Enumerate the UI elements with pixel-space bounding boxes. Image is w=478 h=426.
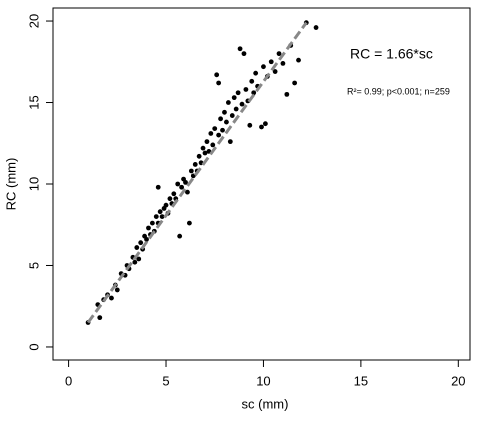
data-point	[97, 315, 103, 321]
data-point	[253, 70, 259, 76]
y-axis-title: RC (mm)	[3, 158, 18, 211]
data-point	[272, 69, 278, 74]
data-point	[218, 116, 223, 122]
data-point	[214, 72, 220, 78]
data-point	[259, 124, 264, 130]
data-point	[204, 139, 210, 145]
data-point	[153, 214, 159, 219]
data-point	[292, 80, 298, 86]
data-point	[196, 153, 202, 159]
statistics: R²= 0.99; p<0.001; n=259	[347, 86, 450, 96]
data-point	[132, 259, 138, 265]
data-point	[313, 25, 319, 30]
data-point	[155, 184, 161, 190]
data-point	[159, 214, 165, 219]
data-point	[224, 119, 229, 125]
data-point	[247, 122, 253, 128]
data-point	[167, 196, 173, 202]
data-point	[251, 90, 257, 96]
y-tick-label: 10	[26, 177, 41, 191]
data-point	[276, 51, 282, 57]
data-point	[185, 189, 190, 195]
data-point	[296, 57, 301, 63]
data-point	[187, 220, 192, 226]
trend-line	[86, 21, 308, 324]
x-axis-title: sc (mm)	[242, 396, 289, 411]
data-point	[237, 46, 243, 52]
y-tick-label: 15	[26, 95, 41, 109]
data-point	[109, 295, 114, 301]
data-point	[208, 131, 214, 136]
data-point	[188, 168, 194, 174]
data-point	[192, 162, 198, 167]
data-point	[239, 101, 245, 107]
data-point	[175, 181, 181, 187]
data-point	[249, 78, 255, 84]
data-point	[229, 113, 235, 118]
data-point	[136, 256, 142, 262]
data-point	[210, 142, 216, 148]
data-point	[144, 237, 149, 242]
y-tick-label: 20	[26, 14, 41, 28]
data-point	[227, 139, 233, 145]
data-point	[114, 287, 120, 293]
data-point	[220, 127, 225, 133]
data-point	[262, 121, 268, 127]
y-tick-label: 0	[26, 343, 41, 350]
data-point	[261, 64, 266, 70]
data-point	[222, 109, 227, 115]
data-point	[243, 87, 249, 92]
data-point	[171, 191, 177, 197]
data-point	[146, 225, 151, 231]
data-point	[235, 90, 241, 96]
y-tick-label: 5	[26, 262, 41, 269]
data-point	[241, 51, 247, 57]
data-point	[216, 132, 222, 138]
x-tick-label: 20	[451, 373, 465, 388]
data-point	[200, 145, 206, 151]
data-point	[163, 202, 169, 208]
data-point	[268, 59, 274, 65]
x-tick-label: 0	[65, 373, 72, 388]
data-point	[231, 95, 237, 101]
x-tick-label: 10	[256, 373, 270, 388]
x-tick-label: 15	[354, 373, 368, 388]
data-point	[183, 179, 188, 185]
data-point	[138, 240, 144, 246]
data-point	[280, 61, 286, 66]
data-point	[157, 209, 163, 215]
data-point	[179, 184, 185, 190]
data-point	[134, 245, 140, 250]
data-point	[216, 80, 222, 86]
data-point	[212, 126, 218, 131]
data-point	[202, 150, 208, 156]
data-point	[233, 106, 239, 112]
equation: RC = 1.66*sc	[350, 46, 433, 62]
data-point	[225, 100, 231, 105]
data-point	[284, 91, 290, 97]
data-point	[177, 233, 183, 239]
x-tick-label: 5	[162, 373, 169, 388]
data-point	[149, 220, 155, 226]
